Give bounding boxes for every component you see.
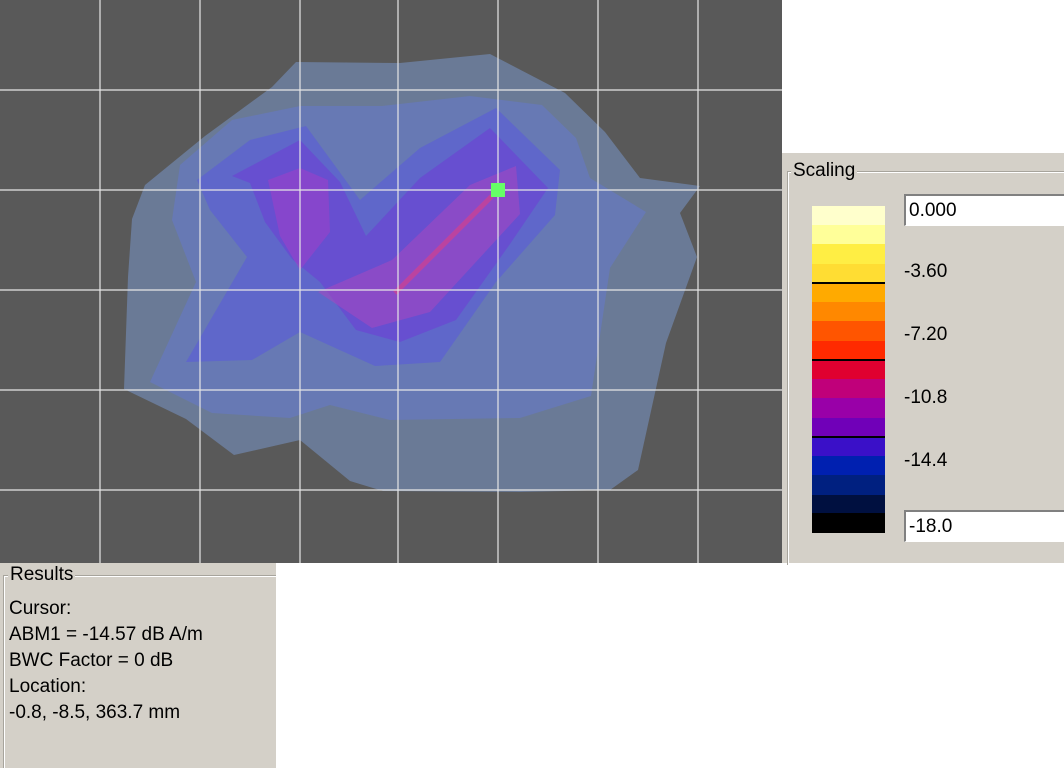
colorbar-band: [812, 321, 885, 341]
colorbar-tick-line: [812, 513, 885, 515]
colorbar-band: [812, 263, 885, 283]
field-contours: [124, 54, 700, 492]
scaling-panel: Scaling 0.000 -3.60 -7.20 -10.8 -14.4 -1…: [782, 153, 1064, 565]
colorbar-tick-label: -14.4: [904, 450, 948, 471]
colorbar-band: [812, 282, 885, 303]
colorbar-tick-line: [812, 359, 885, 361]
results-title: Results: [8, 564, 76, 586]
colorbar-band: [812, 302, 885, 322]
colorbar-band: [812, 340, 885, 360]
contour-level-core-right: [318, 166, 520, 328]
colorbar-tick-line: [812, 436, 885, 438]
colorbar-tick-label: -3.60: [904, 261, 948, 282]
colorbar-band: [812, 379, 885, 399]
plot-grid: [0, 0, 782, 563]
scale-max-input[interactable]: 0.000: [904, 194, 1064, 226]
field-distribution-plot[interactable]: [0, 0, 782, 563]
colorbar-tick-label: -10.8: [904, 387, 948, 408]
colorbar-band: [812, 359, 885, 380]
cursor-label: Cursor:: [9, 598, 72, 619]
scaling-title: Scaling: [791, 160, 858, 182]
colorbar-band: [812, 244, 885, 264]
contour-peak-ridge: [393, 194, 494, 295]
cursor-marker[interactable]: [491, 183, 505, 197]
results-groupbox-border: [3, 575, 276, 768]
plot-canvas[interactable]: [0, 0, 782, 563]
colorbar: [812, 206, 885, 533]
location-label: Location:: [9, 676, 87, 697]
colorbar-band: [812, 398, 885, 418]
scaling-groupbox-border: [787, 171, 1064, 565]
colorbar-tick-label: -7.20: [904, 324, 948, 345]
scale-min-input[interactable]: -18.0: [904, 510, 1064, 542]
colorbar-band: [812, 475, 885, 495]
colorbar-band: [812, 436, 885, 457]
colorbar-tick-line: [812, 282, 885, 284]
contour-level-core-left: [268, 168, 330, 270]
colorbar-band: [812, 456, 885, 476]
colorbar-band: [812, 513, 885, 533]
location-value: -0.8, -8.5, 363.7 mm: [9, 702, 181, 723]
colorbar-band: [812, 206, 885, 226]
results-panel: Results Cursor: ABM1 = -14.57 dB A/m BWC…: [0, 563, 276, 768]
bwc-factor-value: BWC Factor = 0 dB: [9, 650, 174, 671]
colorbar-band: [812, 225, 885, 245]
colorbar-band: [812, 494, 885, 514]
abm1-value: ABM1 = -14.57 dB A/m: [9, 624, 203, 645]
colorbar-band: [812, 417, 885, 437]
